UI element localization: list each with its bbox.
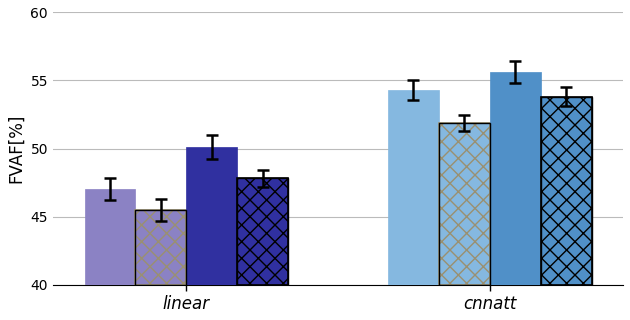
Bar bbox=[387, 90, 438, 284]
Y-axis label: FVAF[%]: FVAF[%] bbox=[7, 114, 25, 183]
Bar bbox=[135, 210, 186, 284]
Bar bbox=[238, 179, 289, 284]
Bar bbox=[238, 179, 289, 284]
Bar bbox=[135, 210, 186, 284]
Bar bbox=[186, 147, 238, 284]
Bar bbox=[84, 189, 135, 284]
Bar bbox=[438, 123, 490, 284]
Bar bbox=[490, 72, 541, 284]
Bar bbox=[541, 97, 592, 284]
Bar bbox=[438, 123, 490, 284]
Bar bbox=[541, 97, 592, 284]
